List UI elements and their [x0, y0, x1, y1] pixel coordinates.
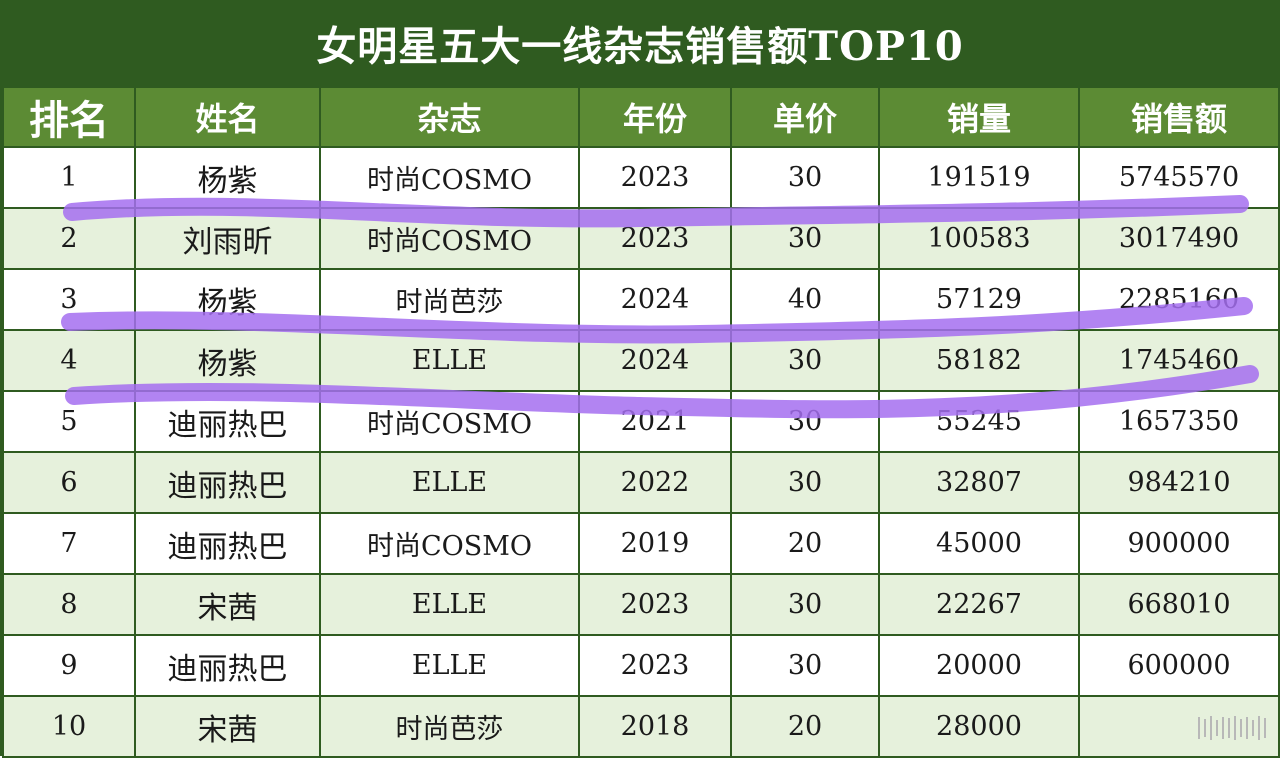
header-revenue: 销售额: [1078, 86, 1280, 148]
revenue-cell: 600000: [1078, 634, 1280, 697]
table-row: 8 宋茜 ELLE 2023 30 22267 668010: [2, 573, 1280, 636]
magazine-cell: 时尚COSMO: [319, 146, 580, 209]
name-cell: 迪丽热巴: [134, 634, 321, 697]
rank-cell: 3: [2, 268, 136, 331]
year-cell: 2019: [578, 512, 732, 575]
price-cell: 30: [730, 573, 880, 636]
year-cell: 2018: [578, 695, 732, 758]
volume-cell: 32807: [878, 451, 1080, 514]
revenue-cell: 3017490: [1078, 207, 1280, 270]
magazine-cell: 时尚COSMO: [319, 512, 580, 575]
volume-cell: 191519: [878, 146, 1080, 209]
magazine-cell: 时尚芭莎: [319, 695, 580, 758]
page-title: 女明星五大一线杂志销售额TOP10: [316, 23, 964, 70]
price-cell: 30: [730, 634, 880, 697]
table-row: 6 迪丽热巴 ELLE 2022 30 32807 984210: [2, 451, 1280, 514]
volume-cell: 100583: [878, 207, 1080, 270]
revenue-cell: 1745460: [1078, 329, 1280, 392]
year-cell: 2023: [578, 207, 732, 270]
rank-cell: 6: [2, 451, 136, 514]
table-row: 10 宋茜 时尚芭莎 2018 20 28000: [2, 695, 1280, 758]
rank-cell: 7: [2, 512, 136, 575]
year-cell: 2023: [578, 634, 732, 697]
table-row: 5 迪丽热巴 时尚COSMO 2021 30 55245 1657350: [2, 390, 1280, 453]
name-cell: 杨紫: [134, 329, 321, 392]
price-cell: 30: [730, 207, 880, 270]
volume-cell: 58182: [878, 329, 1080, 392]
name-cell: 宋茜: [134, 695, 321, 758]
rank-cell: 2: [2, 207, 136, 270]
price-cell: 20: [730, 695, 880, 758]
year-cell: 2024: [578, 329, 732, 392]
revenue-cell: 5745570: [1078, 146, 1280, 209]
price-cell: 30: [730, 329, 880, 392]
rank-cell: 10: [2, 695, 136, 758]
price-cell: 30: [730, 451, 880, 514]
barcode-watermark-icon: [1198, 716, 1266, 740]
magazine-cell: ELLE: [319, 451, 580, 514]
name-cell: 杨紫: [134, 146, 321, 209]
year-cell: 2023: [578, 146, 732, 209]
year-cell: 2022: [578, 451, 732, 514]
name-cell: 迪丽热巴: [134, 512, 321, 575]
name-cell: 杨紫: [134, 268, 321, 331]
name-cell: 刘雨昕: [134, 207, 321, 270]
header-magazine: 杂志: [319, 86, 580, 148]
table-row: 3 杨紫 时尚芭莎 2024 40 57129 2285160: [2, 268, 1280, 331]
revenue-cell: 984210: [1078, 451, 1280, 514]
year-cell: 2023: [578, 573, 732, 636]
rank-cell: 5: [2, 390, 136, 453]
year-cell: 2024: [578, 268, 732, 331]
magazine-cell: 时尚芭莎: [319, 268, 580, 331]
revenue-cell: 668010: [1078, 573, 1280, 636]
rank-cell: 9: [2, 634, 136, 697]
price-cell: 40: [730, 268, 880, 331]
magazine-cell: 时尚COSMO: [319, 390, 580, 453]
volume-cell: 55245: [878, 390, 1080, 453]
header-price: 单价: [730, 86, 880, 148]
price-cell: 30: [730, 146, 880, 209]
magazine-cell: ELLE: [319, 573, 580, 636]
revenue-cell: 1657350: [1078, 390, 1280, 453]
volume-cell: 20000: [878, 634, 1080, 697]
revenue-cell: 2285160: [1078, 268, 1280, 331]
name-cell: 宋茜: [134, 573, 321, 636]
header-rank: 排名: [2, 86, 136, 148]
price-cell: 20: [730, 512, 880, 575]
volume-cell: 28000: [878, 695, 1080, 758]
volume-cell: 45000: [878, 512, 1080, 575]
year-cell: 2021: [578, 390, 732, 453]
rank-cell: 4: [2, 329, 136, 392]
header-volume: 销量: [878, 86, 1080, 148]
revenue-cell: 900000: [1078, 512, 1280, 575]
header-name: 姓名: [134, 86, 321, 148]
price-cell: 30: [730, 390, 880, 453]
name-cell: 迪丽热巴: [134, 451, 321, 514]
table-row: 1 杨紫 时尚COSMO 2023 30 191519 5745570: [2, 146, 1280, 209]
magazine-cell: ELLE: [319, 329, 580, 392]
table-row: 2 刘雨昕 时尚COSMO 2023 30 100583 3017490: [2, 207, 1280, 270]
rank-cell: 8: [2, 573, 136, 636]
name-cell: 迪丽热巴: [134, 390, 321, 453]
volume-cell: 22267: [878, 573, 1080, 636]
table-row: 4 杨紫 ELLE 2024 30 58182 1745460: [2, 329, 1280, 392]
magazine-cell: ELLE: [319, 634, 580, 697]
header-row: 排名 姓名 杂志 年份 单价 销量 销售额: [2, 86, 1280, 148]
sales-table: 排名 姓名 杂志 年份 单价 销量 销售额 1 杨紫 时尚COSMO 2023 30 19…: [2, 86, 1280, 758]
magazine-cell: 时尚COSMO: [319, 207, 580, 270]
table-row: 9 迪丽热巴 ELLE 2023 30 20000 600000: [2, 634, 1280, 697]
rank-cell: 1: [2, 146, 136, 209]
header-year: 年份: [578, 86, 732, 148]
table-row: 7 迪丽热巴 时尚COSMO 2019 20 45000 900000: [2, 512, 1280, 575]
volume-cell: 57129: [878, 268, 1080, 331]
